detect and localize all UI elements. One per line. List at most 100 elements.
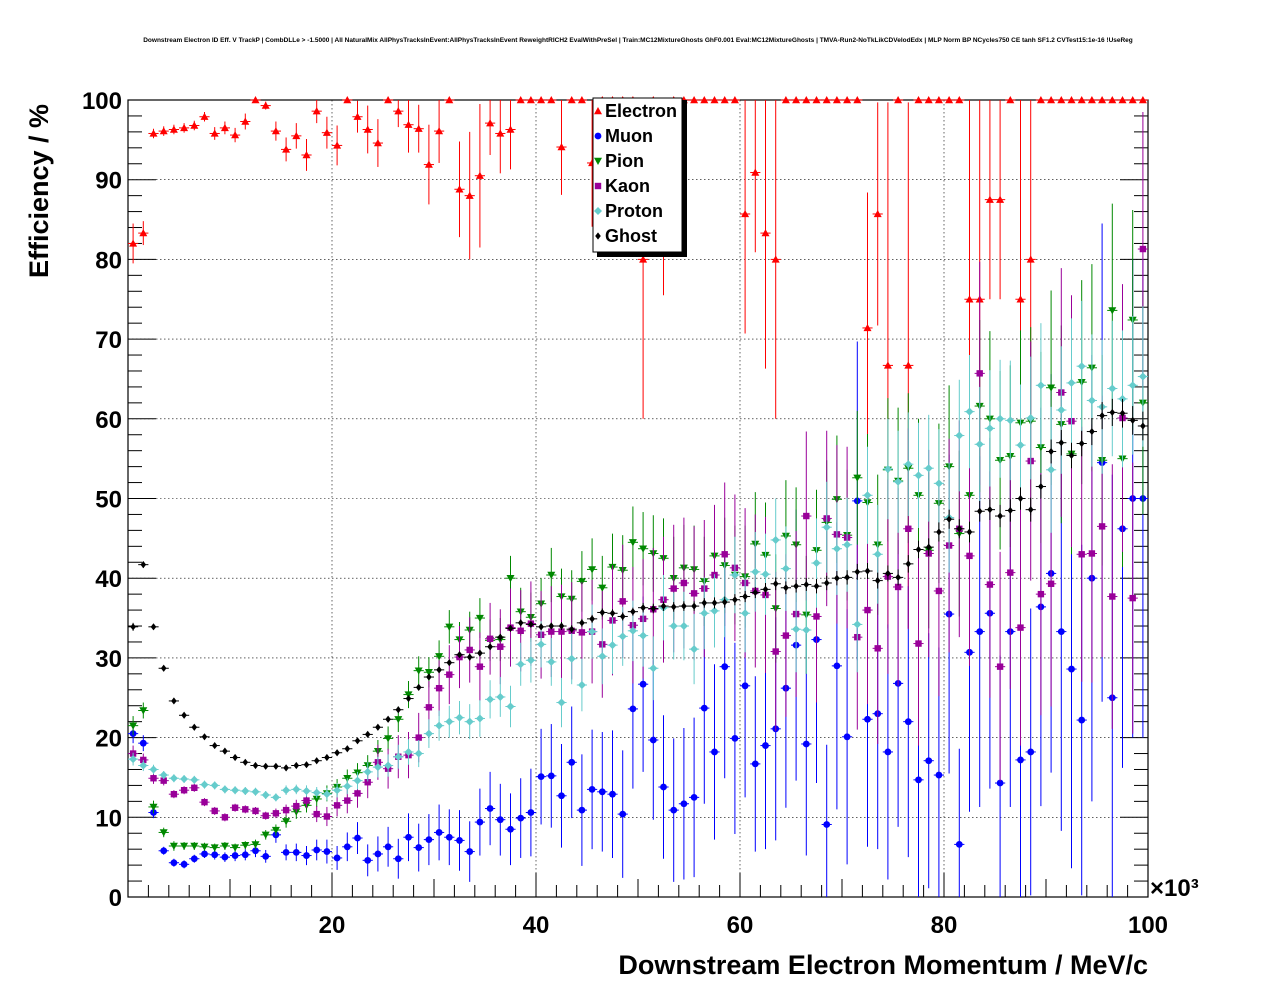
point-marker bbox=[190, 775, 199, 784]
data-point bbox=[719, 596, 730, 608]
data-point bbox=[240, 849, 251, 861]
point-marker bbox=[547, 96, 556, 104]
data-point bbox=[434, 804, 445, 861]
point-marker bbox=[323, 848, 331, 855]
point-marker bbox=[516, 660, 525, 669]
point-marker bbox=[1057, 406, 1066, 415]
data-point bbox=[179, 786, 190, 795]
point-marker bbox=[353, 776, 362, 785]
data-point bbox=[311, 757, 322, 765]
data-point bbox=[760, 641, 771, 850]
data-point bbox=[576, 754, 587, 866]
point-marker bbox=[1036, 444, 1045, 452]
point-marker bbox=[373, 763, 382, 772]
point-marker bbox=[772, 648, 779, 655]
data-point bbox=[1086, 424, 1097, 683]
point-marker bbox=[548, 622, 555, 630]
data-point bbox=[597, 628, 608, 685]
data-point bbox=[933, 429, 944, 538]
data-point bbox=[281, 814, 292, 828]
data-point bbox=[913, 541, 924, 746]
point-marker bbox=[1108, 384, 1117, 393]
data-point bbox=[964, 355, 975, 469]
point-marker bbox=[1098, 523, 1106, 530]
point-marker bbox=[934, 479, 943, 488]
data-point bbox=[882, 565, 893, 582]
y-tick-label: 10 bbox=[95, 805, 122, 832]
data-point bbox=[791, 96, 802, 104]
data-point bbox=[740, 574, 751, 653]
point-marker bbox=[292, 131, 301, 140]
data-point bbox=[403, 100, 414, 153]
point-marker bbox=[915, 776, 922, 784]
point-marker bbox=[670, 585, 677, 592]
point-marker bbox=[384, 735, 393, 743]
data-point bbox=[1005, 360, 1016, 481]
x-axis-label: Downstream Electron Momentum / MeV/c bbox=[618, 950, 1148, 980]
point-marker bbox=[771, 255, 780, 263]
point-marker bbox=[965, 407, 974, 416]
legend-entry-muon: Muon bbox=[594, 126, 653, 146]
data-point bbox=[617, 750, 628, 878]
data-point bbox=[138, 702, 149, 719]
data-point bbox=[954, 96, 965, 104]
point-marker bbox=[609, 609, 616, 617]
point-marker bbox=[170, 790, 178, 798]
data-point bbox=[964, 521, 975, 543]
data-point bbox=[1056, 429, 1067, 456]
data-point bbox=[352, 822, 363, 854]
data-point bbox=[464, 617, 475, 683]
data-point bbox=[597, 608, 608, 617]
point-marker bbox=[853, 620, 862, 629]
data-point bbox=[423, 124, 434, 205]
point-marker bbox=[211, 851, 219, 859]
legend-label: Kaon bbox=[605, 176, 650, 196]
data-point bbox=[1015, 509, 1026, 746]
point-marker bbox=[424, 729, 433, 738]
data-point bbox=[515, 778, 526, 858]
point-marker bbox=[567, 96, 576, 104]
point-marker bbox=[803, 580, 810, 589]
point-marker bbox=[486, 805, 494, 812]
point-marker bbox=[955, 96, 964, 104]
data-point bbox=[576, 658, 587, 712]
point-marker bbox=[1078, 716, 1086, 724]
point-marker bbox=[140, 561, 147, 569]
point-marker bbox=[302, 150, 311, 159]
point-marker bbox=[313, 846, 321, 854]
point-marker bbox=[180, 123, 189, 132]
data-point bbox=[352, 771, 363, 790]
data-point bbox=[995, 100, 1006, 300]
point-marker bbox=[129, 239, 138, 247]
data-point bbox=[281, 804, 292, 816]
data-point bbox=[546, 724, 557, 828]
data-point bbox=[158, 846, 169, 855]
data-point bbox=[933, 96, 944, 104]
point-marker bbox=[629, 705, 637, 713]
data-point bbox=[821, 481, 832, 573]
point-marker bbox=[220, 785, 229, 794]
point-marker bbox=[374, 850, 382, 858]
point-marker bbox=[547, 571, 556, 580]
point-marker bbox=[772, 580, 779, 588]
point-marker bbox=[405, 833, 412, 841]
data-point bbox=[1015, 384, 1026, 506]
data-point bbox=[831, 96, 842, 104]
point-marker bbox=[598, 584, 607, 592]
data-point bbox=[321, 839, 332, 864]
point-marker bbox=[700, 609, 709, 618]
point-marker bbox=[303, 797, 310, 804]
point-marker bbox=[343, 96, 352, 104]
point-marker bbox=[241, 786, 250, 795]
data-point bbox=[219, 747, 230, 755]
y-tick-label: 80 bbox=[95, 247, 122, 274]
point-marker bbox=[669, 622, 678, 631]
point-marker bbox=[639, 631, 648, 640]
data-point bbox=[393, 100, 404, 128]
point-marker bbox=[169, 125, 178, 133]
x-tick-label: 40 bbox=[523, 912, 550, 939]
data-point bbox=[699, 598, 710, 608]
point-marker bbox=[149, 129, 158, 137]
point-marker bbox=[1057, 96, 1066, 104]
